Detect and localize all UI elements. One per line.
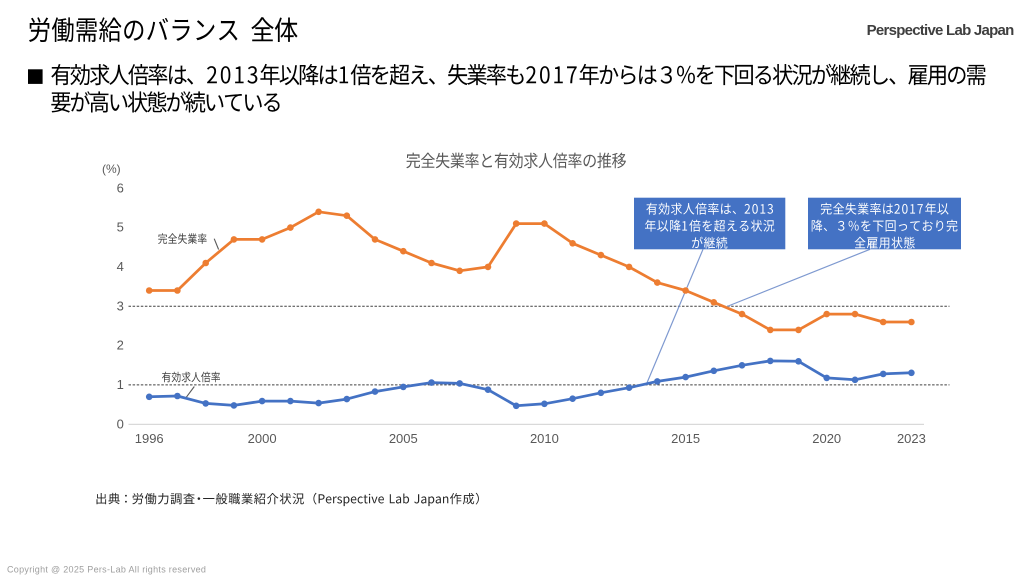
svg-text:2015: 2015 bbox=[671, 431, 700, 446]
svg-text:6: 6 bbox=[117, 180, 124, 195]
svg-text:2005: 2005 bbox=[389, 431, 418, 446]
svg-text:1996: 1996 bbox=[135, 431, 164, 446]
svg-text:Copyright @ 2025 Pers-Lab All: Copyright @ 2025 Pers-Lab All rights res… bbox=[7, 565, 206, 575]
svg-text:2020: 2020 bbox=[812, 431, 841, 446]
svg-text:Perspective Lab Japan: Perspective Lab Japan bbox=[867, 22, 1014, 39]
svg-text:2023: 2023 bbox=[897, 431, 926, 446]
svg-text:3: 3 bbox=[117, 298, 124, 313]
svg-text:0: 0 bbox=[117, 416, 124, 431]
svg-text:(%): (%) bbox=[102, 162, 121, 176]
svg-text:2000: 2000 bbox=[248, 431, 277, 446]
svg-text:2: 2 bbox=[117, 338, 124, 353]
svg-text:4: 4 bbox=[117, 259, 124, 274]
svg-text:2010: 2010 bbox=[530, 431, 559, 446]
svg-text:5: 5 bbox=[117, 220, 124, 235]
svg-text:1: 1 bbox=[117, 377, 124, 392]
